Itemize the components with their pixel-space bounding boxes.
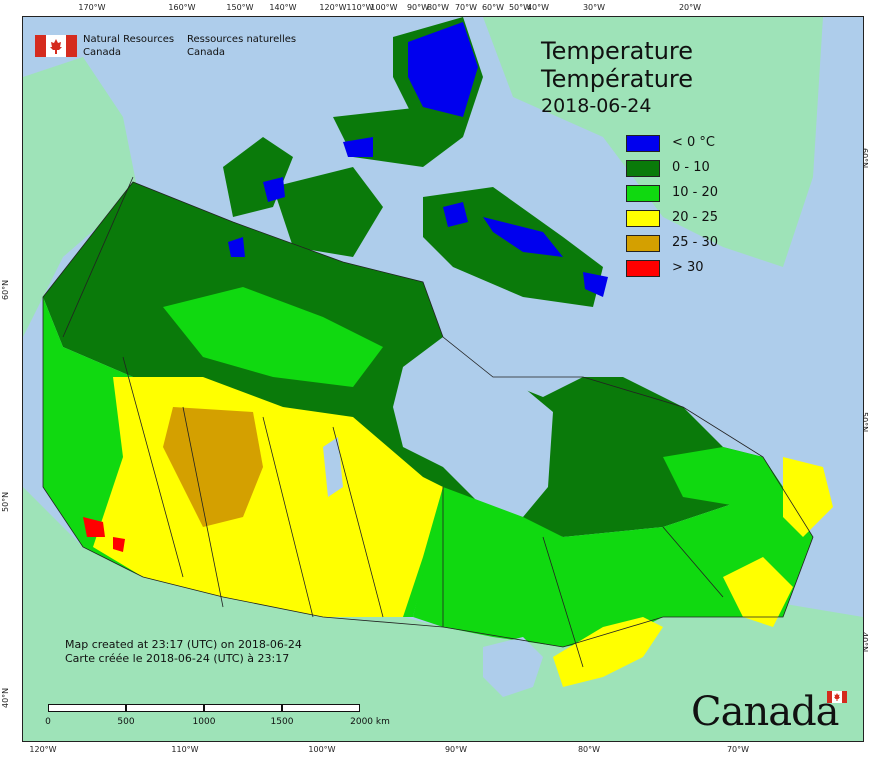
lake-winnipeg: [323, 437, 343, 497]
scale-segment: [48, 704, 126, 712]
graticule-top-100w: 100°W: [370, 3, 398, 12]
scale-label-1500: 1500: [270, 717, 294, 727]
wordmark-text: Canada: [691, 689, 840, 735]
scale-label-1000: 1000: [192, 717, 216, 727]
agency-name-fr-line1: Ressources naturelles: [187, 34, 297, 45]
graticule-top-110w: 110°W: [346, 3, 374, 12]
prairies-very-hot: [163, 407, 263, 527]
legend-label: 0 - 10: [672, 160, 710, 175]
graticule-left-60n: 60°N: [1, 279, 10, 300]
scale-segment: [282, 704, 360, 712]
legend-swatch-10-20: [626, 185, 660, 202]
devon-ice: [343, 137, 373, 157]
scale-segment: [204, 704, 282, 712]
arctic-island-baffin: [423, 187, 603, 307]
legend-swatch-0-10: [626, 160, 660, 177]
graticule-top-30w: 30°W: [582, 3, 606, 12]
bc-hot-specks: [83, 517, 105, 537]
legend-swatch-20-25: [626, 210, 660, 227]
temperature-map: [23, 17, 863, 741]
credit-english: Map created at 23:17 (UTC) on 2018-06-24: [65, 638, 302, 651]
baffin-ice-2: [483, 217, 563, 257]
graticule-top-60w: 60°W: [481, 3, 505, 12]
legend-label: < 0 °C: [672, 135, 716, 150]
baffin-ice-3: [583, 272, 608, 297]
graticule-bottom-90w: 90°W: [444, 745, 468, 754]
agency-name-en-line2: Canada: [83, 47, 122, 58]
hudson-bay: [393, 337, 553, 517]
graticule-left-50n: 50°N: [1, 491, 10, 512]
graticule-top-20w: 20°W: [678, 3, 702, 12]
ellesmere-ice: [408, 22, 478, 117]
canada-outline: [42, 181, 814, 648]
graticule-top-40w: 40°W: [526, 3, 550, 12]
canada-flag-icon: [35, 35, 77, 57]
graticule-top-80w: 80°W: [426, 3, 450, 12]
scale-bar: 0 500 1000 1500 2000 km: [45, 704, 390, 728]
graticule-left-40n: 40°N: [1, 687, 10, 708]
graticule-top-70w: 70°W: [454, 3, 478, 12]
warm-band-quebec: [663, 447, 783, 507]
provincial-borders: [62, 176, 724, 668]
agency-name-en-line1: Natural Resources: [83, 34, 175, 45]
banks-ice: [228, 237, 245, 257]
great-lakes: [483, 637, 543, 697]
legend-label: 10 - 20: [672, 185, 719, 200]
graticule-bottom-100w: 100°W: [308, 745, 336, 754]
map-credit: Map created at 23:17 (UTC) on 2018-06-24…: [65, 638, 302, 666]
graticule-top-170w: 170°W: [78, 3, 106, 12]
graticule-top-150w: 150°W: [226, 3, 254, 12]
warm-band-east: [413, 487, 813, 647]
title-english: Temperature: [541, 37, 694, 65]
agency-name-fr-line2: Canada: [187, 47, 226, 58]
credit-french: Carte créée le 2018-06-24 (UTC) à 23:17: [65, 652, 290, 665]
legend-label: 20 - 25: [672, 210, 719, 225]
baffin-ice-1: [443, 202, 468, 227]
legend-label: > 30: [672, 260, 704, 275]
warm-band-north: [163, 287, 383, 387]
arctic-island-victoria: [273, 167, 383, 257]
victoria-ice: [263, 177, 285, 202]
canada-wordmark: Canada: [691, 687, 851, 737]
wordmark-flag-icon: [827, 691, 847, 703]
map-title-block: Temperature Température 2018-06-24: [541, 37, 693, 119]
scale-segment: [126, 704, 204, 712]
alaska-land: [23, 57, 138, 337]
legend-swatch-above-30: [626, 260, 660, 277]
scale-label-2000: 2000 km: [350, 717, 390, 727]
graticule-top-120w: 120°W: [319, 3, 347, 12]
map-frame: Natural Resources Canada Ressources natu…: [22, 16, 864, 742]
graticule-top-160w: 160°W: [168, 3, 196, 12]
graticule-top-140w: 140°W: [269, 3, 297, 12]
newfoundland-hot: [783, 457, 833, 537]
graticule-bottom-110w: 110°W: [171, 745, 199, 754]
bc-hot-specks-2: [113, 537, 125, 552]
scale-label-500: 500: [117, 717, 135, 727]
south-ontario-hot: [553, 617, 663, 687]
legend-swatch-25-30: [626, 235, 660, 252]
graticule-bottom-70w: 70°W: [726, 745, 750, 754]
title-french: Température: [541, 65, 694, 93]
graticule-bottom-120w: 120°W: [29, 745, 57, 754]
usa-land: [23, 487, 863, 741]
graticule-top-90w: 90°W: [406, 3, 430, 12]
graticule-top-50w: 50°W: [508, 3, 532, 12]
legend-label: 25 - 30: [672, 235, 719, 250]
legend-swatch-below-zero: [626, 135, 660, 152]
map-date: 2018-06-24: [541, 95, 652, 117]
graticule-bottom-80w: 80°W: [577, 745, 601, 754]
scale-label-0: 0: [45, 717, 51, 727]
maritimes-hot: [723, 557, 793, 627]
